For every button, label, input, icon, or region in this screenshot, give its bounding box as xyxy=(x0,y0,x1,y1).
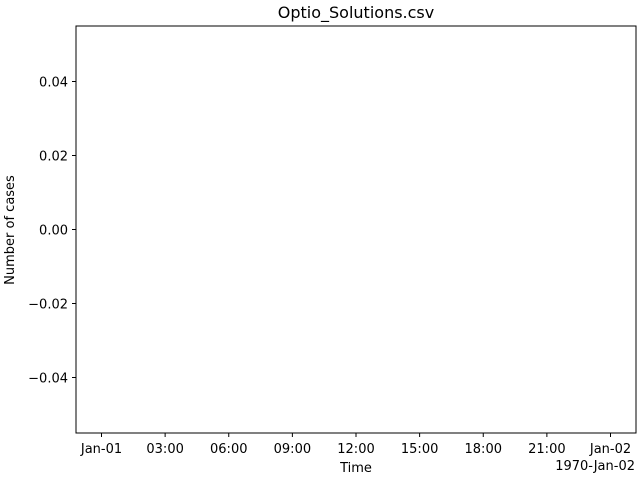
x-tick-label: 12:00 xyxy=(337,442,374,457)
x-axis: Jan-01 03:00 06:00 09:00 12:00 15:00 18:00 21:0… xyxy=(80,433,631,457)
y-tick-label: −0.02 xyxy=(28,298,68,313)
chart-title: Optio_Solutions.csv xyxy=(278,3,434,23)
x-tick-label: 03:00 xyxy=(146,442,183,457)
y-axis-label: Number of cases xyxy=(3,175,18,285)
x-tick-label: Jan-02 xyxy=(589,442,631,457)
y-tick-label: 0.00 xyxy=(39,224,68,239)
x-tick-label: Jan-01 xyxy=(80,442,122,457)
x-tick-label: 18:00 xyxy=(465,442,502,457)
x-axis-offset-label: 1970-Jan-02 xyxy=(555,459,635,474)
x-axis-label: Time xyxy=(339,461,372,476)
y-tick-label: 0.02 xyxy=(39,150,68,165)
y-axis: 0.04 0.02 0.00 −0.02 −0.04 xyxy=(28,76,76,387)
x-tick-label: 06:00 xyxy=(210,442,247,457)
y-tick-label: −0.04 xyxy=(28,372,68,387)
x-tick-label: 09:00 xyxy=(274,442,311,457)
y-tick-label: 0.04 xyxy=(39,76,68,91)
x-tick-label: 15:00 xyxy=(401,442,438,457)
x-tick-label: 21:00 xyxy=(528,442,565,457)
